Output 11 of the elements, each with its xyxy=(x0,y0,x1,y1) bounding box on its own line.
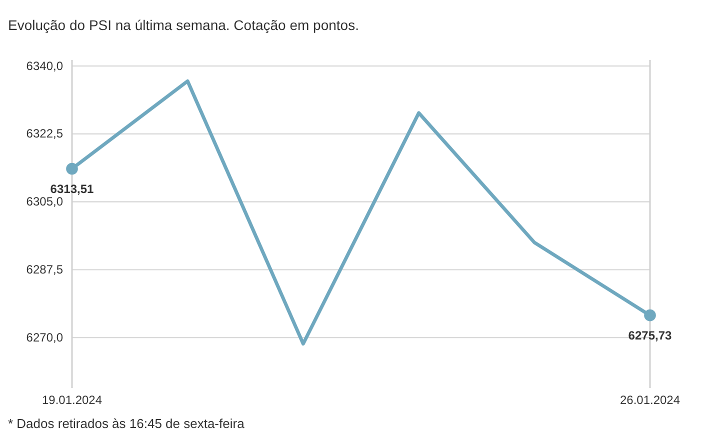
x-tick-label: 26.01.2024 xyxy=(620,393,680,407)
data-label: 6313,51 xyxy=(50,182,94,196)
y-tick-label: 6340,0 xyxy=(26,58,64,73)
y-tick-label: 6287,5 xyxy=(26,262,64,277)
y-tick-label: 6270,0 xyxy=(26,330,64,344)
y-tick-label: 6305,0 xyxy=(26,194,64,209)
chart-title: Evolução do PSI na última semana. Cotação em pontos. xyxy=(8,17,359,33)
text: * Dados retirados às 16:45 de sexta-feira xyxy=(8,416,246,431)
data-label: 6275,73 xyxy=(628,328,672,342)
x-tick-label: 19.01.2024 xyxy=(42,393,102,407)
y-tick-label: 6322,5 xyxy=(26,126,64,141)
